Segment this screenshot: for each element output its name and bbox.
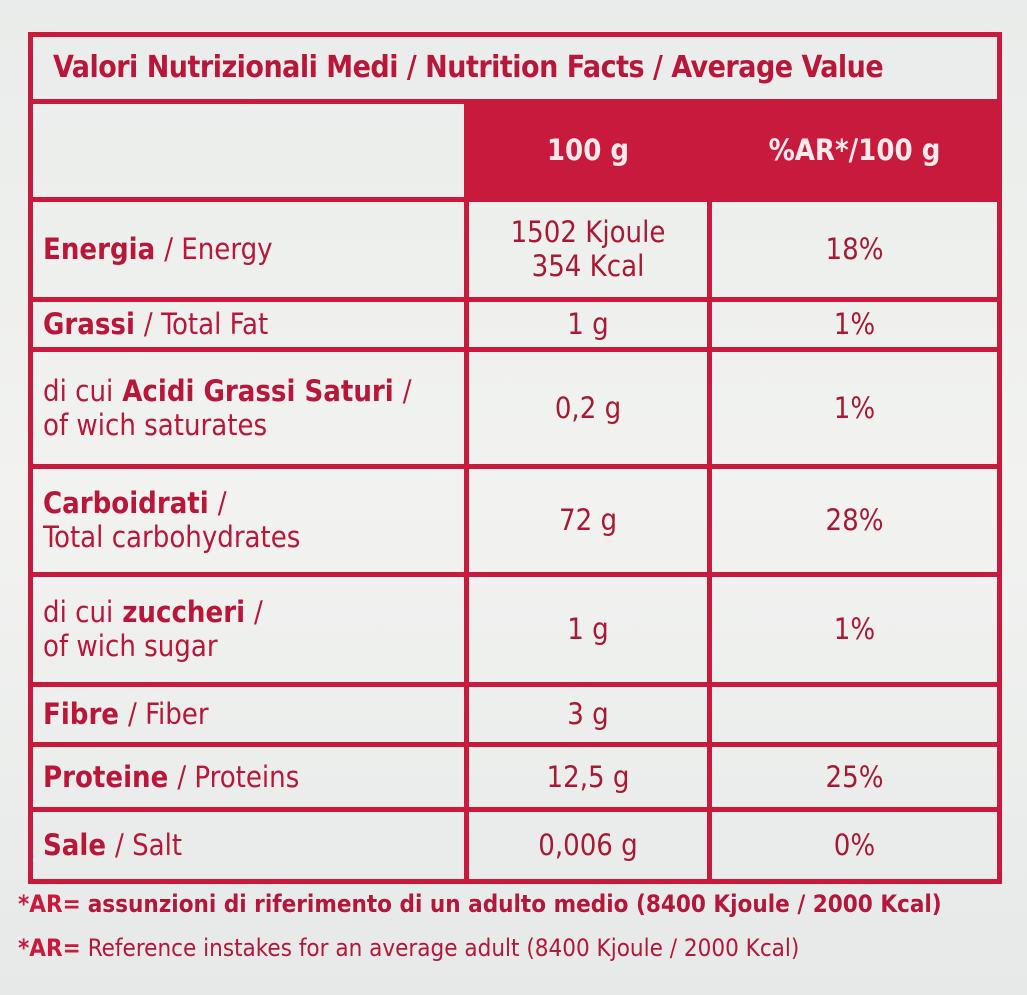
nutrient-label: Proteine / Proteins: [33, 741, 469, 812]
ar-value: 25%: [825, 759, 884, 794]
nutrient-label: di cui zuccheri / of wich sugar: [33, 571, 469, 687]
label-segment: / Proteins: [177, 759, 300, 794]
nutrition-label: Valori Nutrizionali Medi / Nutrition Fac…: [28, 32, 1002, 884]
nutrient-label: Carboidrati / Total carbohydrates: [33, 463, 469, 577]
label-segment: Energia: [43, 232, 156, 266]
ar-value: 1%: [833, 612, 876, 646]
footnote-mark: *AR=: [18, 890, 81, 918]
nutrient-label: Sale / Salt: [33, 806, 469, 879]
label-segment: Carboidrati: [43, 486, 209, 520]
label-line: of wich saturates: [43, 408, 454, 442]
nutrient-row: Carboidrati / Total carbohydrates 72 g 28%: [33, 463, 997, 577]
ar-cell: 25%: [707, 741, 997, 812]
amount-value: 1 g: [567, 307, 609, 341]
ar-value: 0%: [833, 828, 876, 863]
column-header: 100 g: [464, 104, 712, 202]
label-line: di cui zuccheri /: [43, 595, 454, 629]
label-segment: /: [402, 373, 412, 408]
amount-cell: 1502 Kjoule 354 Kcal: [464, 196, 712, 302]
label-segment: / Salt: [115, 828, 183, 863]
nutrient-label: Grassi / Total Fat: [33, 296, 469, 352]
label-line: Grassi / Total Fat: [43, 307, 454, 341]
nutrient-row: di cui Acidi Grassi Saturi / of wich satura…: [33, 346, 997, 469]
ar-cell: 1%: [707, 346, 997, 469]
footnote: *AR= Reference instakes for an average ad…: [18, 934, 799, 962]
ar-value: 1%: [833, 390, 876, 425]
nutrient-row: Fibre / Fiber 3 g: [33, 681, 997, 747]
nutrient-label: di cui Acidi Grassi Saturi / of wich satura…: [33, 346, 469, 469]
label-line: di cui Acidi Grassi Saturi /: [43, 374, 454, 408]
amount-value: 354 Kcal: [531, 249, 645, 283]
label-segment: of wich sugar: [43, 629, 218, 663]
amount-cell: 1 g: [464, 571, 712, 687]
label-segment: Acidi Grassi Saturi: [122, 373, 394, 408]
nutrient-row: Proteine / Proteins 12,5 g 25%: [33, 741, 997, 812]
amount-value: 1 g: [567, 612, 609, 646]
amount-cell: 12,5 g: [464, 741, 712, 812]
ar-cell: 18%: [707, 196, 997, 302]
nutrition-table: 100 g %AR*/100 g Energia / Energy 1502 Kjoul…: [33, 104, 997, 879]
ar-value: 1%: [833, 307, 876, 341]
title: Valori Nutrizionali Medi / Nutrition Fac…: [33, 37, 997, 104]
ar-value: 28%: [825, 503, 884, 537]
footnote-mark: *AR=: [18, 934, 81, 962]
label-segment: Grassi: [43, 307, 135, 341]
ar-value: 18%: [825, 232, 884, 266]
amount-value: 0,006 g: [538, 828, 638, 863]
label-segment: di cui: [43, 373, 114, 408]
nutrient-row: Grassi / Total Fat 1 g 1%: [33, 296, 997, 352]
label-segment: Fibre: [43, 697, 120, 731]
label-segment: di cui: [43, 595, 114, 629]
amount-value: 3 g: [567, 697, 609, 731]
label-segment: /: [254, 595, 263, 629]
amount-cell: 1 g: [464, 296, 712, 352]
amount-value: 72 g: [558, 503, 618, 537]
amount-value: 12,5 g: [546, 759, 630, 794]
label-line: Carboidrati /: [43, 486, 454, 520]
amount-cell: 0,006 g: [464, 806, 712, 879]
label-line: Total carbohydrates: [43, 520, 454, 554]
label-line: Proteine / Proteins: [43, 760, 454, 794]
footnote: *AR= assunzioni di riferimento di un adul…: [18, 890, 942, 918]
ar-cell: 0%: [707, 806, 997, 879]
amount-cell: 72 g: [464, 463, 712, 577]
label-line: Energia / Energy: [43, 232, 454, 266]
label-line: Fibre / Fiber: [43, 697, 454, 731]
footnote-text: Reference instakes for an average adult …: [87, 934, 800, 962]
footnote-text: assunzioni di riferimento di un adulto m…: [87, 890, 942, 918]
column-header: %AR*/100 g: [707, 104, 997, 202]
label-segment: Total carbohydrates: [43, 520, 301, 554]
label-segment: Proteine: [43, 759, 169, 794]
empty-cell: [33, 104, 469, 202]
label-segment: zuccheri: [122, 595, 246, 629]
amount-cell: 0,2 g: [464, 346, 712, 469]
label-segment: /: [217, 486, 227, 520]
amount-value: 1502 Kjoule: [510, 215, 666, 249]
label-segment: Sale: [43, 828, 107, 863]
ar-cell: [707, 681, 997, 747]
label-line: Sale / Salt: [43, 828, 454, 862]
label-line: of wich sugar: [43, 629, 454, 663]
nutrient-row: Energia / Energy 1502 Kjoule 354 Kcal 18%: [33, 196, 997, 302]
label-segment: / Total Fat: [143, 307, 269, 341]
label-segment: / Energy: [164, 232, 273, 266]
label-segment: of wich saturates: [43, 407, 268, 442]
header-row: 100 g %AR*/100 g: [33, 104, 997, 202]
label-segment: / Fiber: [128, 697, 209, 731]
ar-cell: 28%: [707, 463, 997, 577]
nutrient-label: Energia / Energy: [33, 196, 469, 302]
nutrient-row: Sale / Salt 0,006 g 0%: [33, 806, 997, 879]
amount-value: 0,2 g: [554, 390, 622, 425]
nutrient-row: di cui zuccheri / of wich sugar 1 g 1%: [33, 571, 997, 687]
amount-cell: 3 g: [464, 681, 712, 747]
nutrient-label: Fibre / Fiber: [33, 681, 469, 747]
ar-cell: 1%: [707, 296, 997, 352]
ar-cell: 1%: [707, 571, 997, 687]
